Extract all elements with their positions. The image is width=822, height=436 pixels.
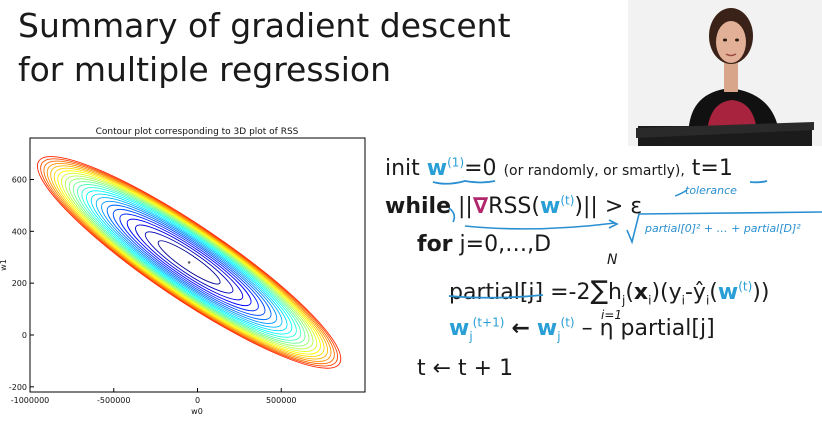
contour-level bbox=[64, 175, 314, 350]
contour-level bbox=[53, 167, 325, 358]
for-line: for j=0,…,D bbox=[417, 232, 551, 257]
y-open: )(y bbox=[651, 280, 682, 305]
update-line: wj(t+1) ← wj(t) – η partial[j] bbox=[449, 315, 715, 344]
y-tick-label: -200 bbox=[9, 383, 27, 392]
y-axis-label: w1 bbox=[0, 259, 8, 271]
for-range: j=0,…,D bbox=[459, 232, 552, 257]
summation-sign: ∑ bbox=[590, 276, 609, 306]
contour-level bbox=[68, 178, 310, 347]
for-keyword: for bbox=[417, 232, 453, 257]
partial-line: partial[j] =-2∑hj(xi)(yi-ŷi(w(t))) bbox=[449, 276, 769, 306]
contour-level bbox=[112, 209, 266, 316]
y-tick-label: 0 bbox=[22, 331, 27, 340]
contour-level bbox=[43, 160, 335, 365]
x-tick-label: 0 bbox=[195, 396, 200, 405]
contour-level bbox=[157, 240, 221, 285]
equals-zero: =0 bbox=[464, 156, 497, 181]
tolerance-note: tolerance bbox=[685, 184, 737, 197]
contour-level bbox=[40, 158, 339, 367]
subscript-j: j bbox=[469, 329, 473, 344]
superscript-t: (t) bbox=[560, 315, 575, 330]
norm-open: || bbox=[458, 194, 473, 219]
slide-title-line-2: for multiple regression bbox=[18, 50, 392, 89]
contour-level bbox=[85, 190, 293, 335]
sum-lower-limit: i=1 bbox=[601, 308, 623, 322]
init-note: (or randomly, or smartly), bbox=[503, 163, 685, 179]
weight-vector: w bbox=[449, 316, 470, 341]
minus-yhat: -ŷ bbox=[684, 280, 706, 305]
y-tick-label: 200 bbox=[12, 279, 27, 288]
contour-level bbox=[72, 181, 306, 344]
contour-level bbox=[37, 156, 342, 369]
h-function: h bbox=[608, 280, 622, 305]
contour-level bbox=[106, 204, 272, 321]
x-axis-label: w0 bbox=[191, 407, 203, 416]
x-tick-label: -1000000 bbox=[11, 396, 50, 405]
contour-level bbox=[95, 197, 283, 328]
contour-lines bbox=[37, 156, 342, 369]
init-keyword: init bbox=[385, 156, 420, 181]
superscript-t: (t) bbox=[560, 193, 575, 208]
step-term: – η partial[j] bbox=[581, 316, 715, 341]
subscript-j: j bbox=[621, 293, 626, 308]
contour-level bbox=[46, 162, 332, 362]
slide-title: Summary of gradient descent for multiple… bbox=[18, 4, 511, 92]
init-line: init w(1)=0 (or randomly, or smartly), t… bbox=[385, 156, 733, 181]
superscript-t-plus-1: (t+1) bbox=[472, 315, 505, 330]
presenter-figure bbox=[628, 0, 822, 146]
chart-title: Contour plot corresponding to 3D plot of… bbox=[96, 127, 299, 137]
t-initial: t=1 bbox=[691, 156, 733, 181]
minimum-point bbox=[187, 261, 191, 264]
contour-level bbox=[126, 218, 252, 307]
contour-level bbox=[144, 231, 234, 294]
contour-level bbox=[57, 170, 321, 355]
close-parens: )) bbox=[752, 280, 770, 305]
while-line: while ||∇RSS(w(t))|| > ε bbox=[385, 194, 642, 219]
paren-open: ( bbox=[709, 280, 718, 305]
weight-vector: w bbox=[536, 316, 558, 341]
weight-vector: w bbox=[717, 280, 739, 305]
contour-level bbox=[90, 193, 288, 332]
x-vector: x bbox=[633, 280, 649, 305]
presenter-video bbox=[628, 0, 822, 146]
contour-level bbox=[81, 187, 297, 338]
while-keyword: while bbox=[385, 194, 451, 219]
subscript-i: i bbox=[705, 293, 710, 308]
algorithm: init w(1)=0 (or randomly, or smartly), t… bbox=[385, 150, 822, 390]
superscript-1: (1) bbox=[447, 155, 465, 170]
superscript-t: (t) bbox=[738, 279, 753, 294]
handwritten-annotations: tolerance partial[0]² + … + partial[D]² bbox=[432, 180, 822, 299]
greater-than-epsilon: > ε bbox=[604, 194, 643, 219]
contour-plot: Contour plot corresponding to 3D plot of… bbox=[0, 127, 366, 416]
y-tick-label: 600 bbox=[12, 175, 27, 184]
x-tick-label: 500000 bbox=[266, 396, 297, 405]
rss-open: RSS( bbox=[488, 194, 540, 219]
subscript-i: i bbox=[648, 293, 652, 308]
subscript-j: j bbox=[557, 329, 561, 344]
equals-minus-two: =-2 bbox=[550, 280, 591, 305]
weight-vector: w bbox=[426, 156, 448, 181]
sum-upper-limit: N bbox=[607, 252, 618, 268]
contour-level bbox=[50, 165, 329, 360]
t-update-line: t ← t + 1 bbox=[417, 356, 514, 381]
slide-title-line-1: Summary of gradient descent bbox=[18, 6, 511, 45]
contour-level bbox=[77, 184, 302, 341]
paren-open: ( bbox=[625, 280, 634, 305]
y-tick-label: 400 bbox=[12, 227, 27, 236]
contour-level bbox=[135, 224, 244, 301]
gradient-symbol: ∇ bbox=[472, 194, 489, 219]
partial-j: partial[j] bbox=[449, 280, 544, 305]
subscript-i: i bbox=[681, 293, 685, 308]
assign-arrow: ← bbox=[511, 316, 530, 341]
contour-level bbox=[119, 213, 259, 312]
weight-vector: w bbox=[539, 194, 561, 219]
sqrt-expression-note: partial[0]² + … + partial[D]² bbox=[644, 222, 801, 235]
contour-level bbox=[61, 172, 318, 352]
x-tick-label: -500000 bbox=[97, 396, 130, 405]
rss-close: )|| bbox=[574, 194, 598, 219]
contour-level bbox=[101, 200, 278, 324]
